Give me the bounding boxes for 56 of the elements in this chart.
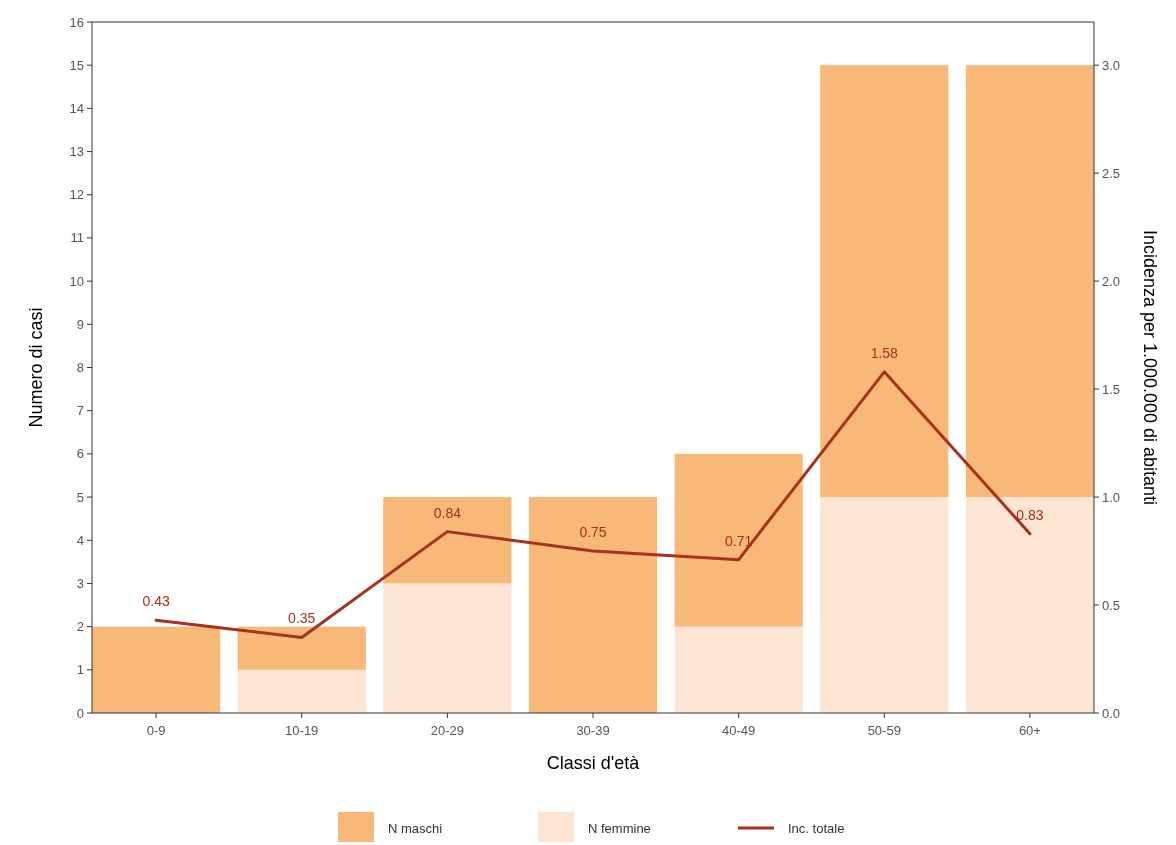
data-label: 1.58	[870, 344, 899, 361]
y2-tick-label: 0.5	[1102, 597, 1121, 613]
y-tick-label: 6	[76, 446, 84, 462]
bar	[383, 497, 512, 584]
bar	[820, 65, 949, 498]
y-tick-label: 5	[76, 489, 84, 505]
y2-axis-title: Incidenza per 1.000.000 di abitanti	[1140, 229, 1160, 506]
bar	[237, 626, 366, 670]
y-tick-label: 1	[76, 662, 84, 678]
data-label: 0.71	[725, 532, 753, 549]
x-tick-label: 40-49	[722, 723, 756, 738]
bar	[965, 65, 1094, 498]
y-tick-label: 16	[69, 14, 84, 30]
bar	[237, 669, 366, 713]
y-tick-label: 12	[69, 187, 84, 203]
data-label: 0.84	[433, 504, 462, 521]
x-tick-label: 50-59	[867, 723, 901, 738]
y-tick-label: 7	[76, 403, 84, 419]
y2-tick-label: 1.5	[1102, 381, 1121, 397]
y-tick-label: 0	[76, 705, 84, 721]
y2-tick-label: 3.0	[1102, 57, 1121, 73]
y-tick-label: 2	[76, 619, 84, 635]
bar	[383, 583, 512, 713]
y-tick-label: 14	[69, 100, 84, 116]
x-tick-label: 0-9	[146, 723, 166, 738]
legend-label: Inc. totale	[788, 820, 845, 836]
y-tick-label: 15	[69, 57, 84, 73]
y-tick-label: 3	[76, 575, 84, 591]
bar	[92, 626, 221, 713]
y-tick-label: 9	[76, 316, 84, 332]
y-tick-label: 13	[69, 144, 84, 160]
y-tick-label: 11	[70, 230, 84, 246]
y2-tick-label: 0.0	[1102, 705, 1121, 721]
y2-tick-label: 2.0	[1102, 273, 1121, 289]
y-tick-label: 4	[76, 532, 84, 548]
bar	[674, 626, 803, 713]
x-tick-label: 60+	[1018, 723, 1041, 738]
y2-tick-label: 1.0	[1102, 489, 1121, 505]
y2-tick-label: 2.5	[1102, 165, 1121, 181]
data-label: 0.35	[288, 610, 316, 627]
y-axis-title: Numero di casi	[26, 307, 46, 428]
bar	[528, 497, 658, 713]
data-label: 0.75	[579, 524, 607, 541]
legend-label: N femmine	[588, 820, 651, 836]
data-label: 0.43	[142, 593, 170, 610]
x-tick-label: 20-29	[430, 723, 464, 738]
x-tick-label: 30-39	[576, 723, 610, 738]
bar	[674, 453, 803, 627]
bar	[965, 497, 1094, 713]
y-tick-label: 8	[76, 360, 84, 376]
legend-label: N maschi	[388, 820, 443, 836]
bar	[820, 497, 949, 713]
y-tick-label: 10	[69, 273, 84, 289]
x-tick-label: 10-19	[285, 723, 319, 738]
x-axis-title: Classi d'età	[546, 753, 641, 773]
data-label: 0.83	[1016, 506, 1044, 523]
